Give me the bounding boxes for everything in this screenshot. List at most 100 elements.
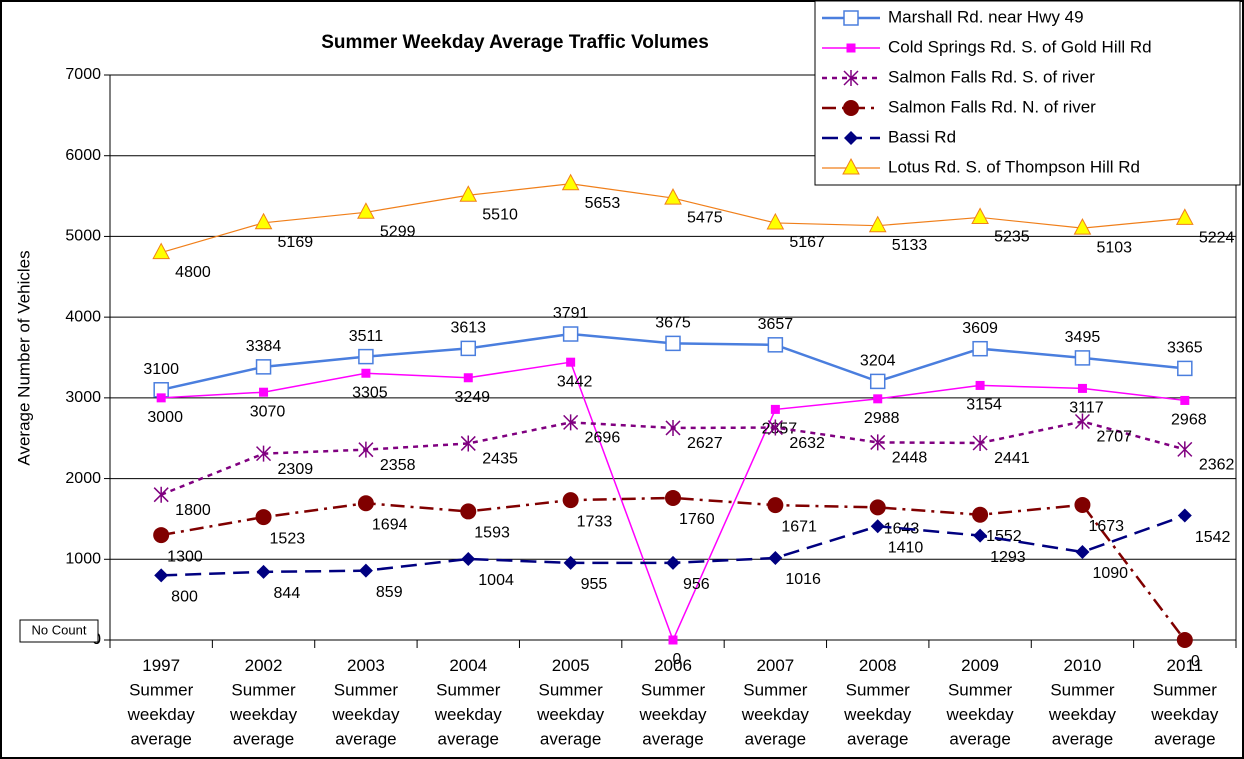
marker — [566, 357, 576, 367]
data-label: 956 — [683, 576, 710, 593]
data-label: 3675 — [655, 315, 691, 332]
x-tick-label-line: average — [233, 730, 294, 749]
marker — [563, 414, 579, 431]
data-label: 3384 — [246, 338, 282, 355]
data-label: 2632 — [789, 435, 825, 452]
x-tick-label-line: average — [540, 730, 601, 749]
x-tick-label-line: average — [642, 730, 703, 749]
marker — [154, 568, 169, 583]
data-label: 1542 — [1195, 529, 1231, 546]
marker — [460, 435, 476, 452]
marker — [561, 173, 580, 191]
data-label: 5133 — [892, 237, 928, 254]
marker — [156, 393, 166, 403]
marker — [562, 492, 579, 509]
marker — [1177, 360, 1193, 377]
x-tick-label-line: Summer — [743, 681, 808, 700]
annotation: No Count — [32, 622, 87, 637]
data-label: 1593 — [474, 525, 510, 542]
x-tick-label-line: Summer — [1153, 681, 1218, 700]
marker — [460, 503, 477, 520]
legend-box — [814, 0, 1241, 186]
x-tick-label-line: weekday — [741, 705, 810, 724]
marker — [358, 441, 374, 458]
x-tick-label: 2004 Summer weekday average — [434, 656, 503, 749]
x-tick-label-line: weekday — [331, 705, 400, 724]
data-label: 5235 — [994, 229, 1030, 246]
x-tick-label: 2005 Summer weekday average — [536, 656, 605, 749]
marker — [972, 434, 988, 451]
marker — [869, 373, 886, 390]
legend-label: Lotus Rd. S. of Thompson Hill Rd — [888, 157, 1140, 176]
x-tick-label-line: Summer — [129, 681, 194, 700]
marker — [842, 157, 860, 175]
x-tick-label-line: 2010 — [1064, 656, 1102, 675]
x-tick-label-line: weekday — [638, 705, 707, 724]
data-label: 3305 — [352, 384, 388, 401]
x-tick-label-line: weekday — [536, 705, 605, 724]
marker — [843, 70, 859, 86]
data-label: 2362 — [1199, 457, 1235, 474]
marker — [1177, 441, 1193, 458]
marker — [844, 131, 858, 145]
marker — [975, 380, 985, 390]
data-label: 0 — [1191, 653, 1200, 670]
data-label: 3511 — [349, 328, 384, 345]
marker — [1077, 383, 1087, 393]
y-tick-label: 3000 — [65, 389, 101, 406]
marker — [256, 564, 271, 579]
x-tick-label: 2009 Summer weekday average — [946, 656, 1015, 749]
data-label: 3495 — [1065, 329, 1101, 346]
marker — [1074, 413, 1090, 430]
marker — [666, 555, 680, 570]
y-tick-label: 7000 — [65, 66, 101, 83]
x-tick-label-line: average — [847, 730, 908, 749]
x-tick-label-line: 2008 — [859, 656, 897, 675]
data-label: 2448 — [892, 450, 928, 467]
marker — [665, 335, 681, 352]
data-label: 844 — [274, 585, 301, 602]
data-label: 1016 — [785, 571, 821, 588]
x-tick-label: 1997 Summer weekday average — [127, 656, 196, 749]
marker — [971, 207, 989, 224]
data-label: 1800 — [175, 502, 211, 519]
x-tick-label-line: Summer — [641, 681, 706, 700]
x-tick-label: 2002 Summer weekday average — [229, 656, 298, 749]
marker — [459, 185, 478, 202]
x-tick-label-line: 2011 — [1167, 656, 1204, 675]
marker — [357, 495, 374, 512]
data-label: 3070 — [250, 403, 286, 420]
marker — [255, 359, 272, 375]
x-tick-label: 2010 Summer weekday average — [1048, 656, 1117, 749]
data-label: 3154 — [966, 397, 1002, 414]
data-label: 3117 — [1069, 400, 1104, 417]
data-label: 955 — [581, 576, 608, 593]
data-label: 5169 — [278, 234, 314, 251]
marker — [461, 551, 476, 566]
legend-label: Bassi Rd — [888, 127, 956, 146]
annotation-box — [19, 619, 99, 643]
y-tick-label: 5000 — [65, 228, 101, 245]
data-label: 3249 — [454, 389, 490, 406]
data-label: 1523 — [270, 530, 306, 547]
marker — [972, 506, 989, 523]
x-tick-label-line: average — [438, 730, 499, 749]
marker — [1177, 508, 1192, 523]
x-tick-label-line: 2006 — [654, 656, 692, 675]
x-tick-label-line: average — [949, 730, 1010, 749]
marker — [972, 340, 988, 357]
x-tick-label-line: weekday — [434, 705, 503, 724]
data-label: 2696 — [585, 430, 621, 447]
marker — [973, 528, 988, 543]
marker — [770, 404, 780, 414]
x-tick-label-line: Summer — [231, 681, 296, 700]
data-label: 1004 — [478, 572, 514, 589]
x-tick-label-line: 2005 — [552, 656, 590, 675]
marker — [463, 373, 473, 383]
data-label: 1552 — [986, 528, 1022, 545]
x-tick-label-line: 1997 — [142, 656, 180, 675]
data-label: 1673 — [1088, 518, 1124, 535]
data-label: 2707 — [1096, 429, 1132, 446]
data-label: 800 — [171, 589, 198, 606]
